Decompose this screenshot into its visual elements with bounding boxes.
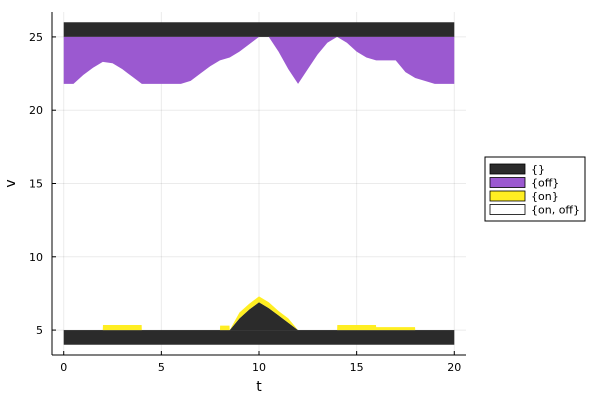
y-tick-label-2: 15	[29, 178, 43, 191]
series-area-0	[229, 302, 299, 331]
band-empty_bottom	[63, 330, 455, 345]
x-tick-label-1: 5	[158, 361, 165, 374]
band-empty_top	[63, 22, 455, 37]
empty-bands	[63, 22, 455, 345]
series-area-3	[219, 325, 230, 331]
series-area-1	[229, 296, 299, 331]
legend-swatch-2	[489, 190, 526, 202]
legend-label-0: {}	[531, 163, 545, 176]
series-area-2	[102, 324, 142, 331]
x-tick-label-3: 15	[350, 361, 364, 374]
y-tick-label-0: 5	[36, 324, 43, 337]
legend-swatch-3	[489, 204, 526, 215]
x-axis-title: t	[256, 379, 262, 395]
legend: {}{off}{on}{on, off}	[484, 156, 586, 222]
y-axis-title: v	[3, 179, 19, 187]
legend-swatch-0	[489, 163, 526, 175]
legend-swatch-1	[489, 177, 526, 188]
legend-label-1: {off}	[531, 177, 559, 190]
series-areas	[63, 36, 455, 331]
x-tick-label-0: 0	[60, 361, 67, 374]
x-tick-label-4: 20	[447, 361, 461, 374]
y-tick-label-3: 20	[29, 104, 43, 117]
legend-label-3: {on, off}	[531, 204, 580, 217]
series-area-5	[63, 36, 455, 84]
y-tick-label-1: 10	[29, 251, 43, 264]
series-area-4	[337, 324, 416, 331]
y-tick-label-4: 25	[29, 31, 43, 44]
axes: 0 5 10 15 20 5 10 15 20 25	[29, 12, 466, 374]
x-tick-label-2: 10	[252, 361, 266, 374]
legend-label-2: {on}	[531, 190, 559, 203]
